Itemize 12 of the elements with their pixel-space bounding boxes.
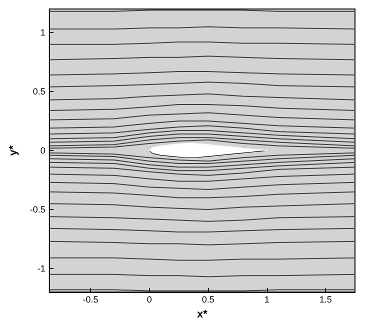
y-tick-label: 0 xyxy=(40,146,46,156)
x-tick-label: 1 xyxy=(264,294,270,305)
y-tick-label: -0.5 xyxy=(30,204,46,215)
y-tick-label: 0.5 xyxy=(32,86,46,97)
x-axis-title: x* xyxy=(197,308,208,320)
x-tick-label: 0.5 xyxy=(202,294,214,305)
x-tick-label: 1.5 xyxy=(319,294,332,305)
y-axis-title: y* xyxy=(8,144,20,156)
y-tick-label: 1 xyxy=(40,28,46,38)
x-tick-label: 0 xyxy=(146,294,152,305)
x-tick-label: -0.5 xyxy=(82,294,98,305)
y-tick-label: -1 xyxy=(37,264,46,274)
